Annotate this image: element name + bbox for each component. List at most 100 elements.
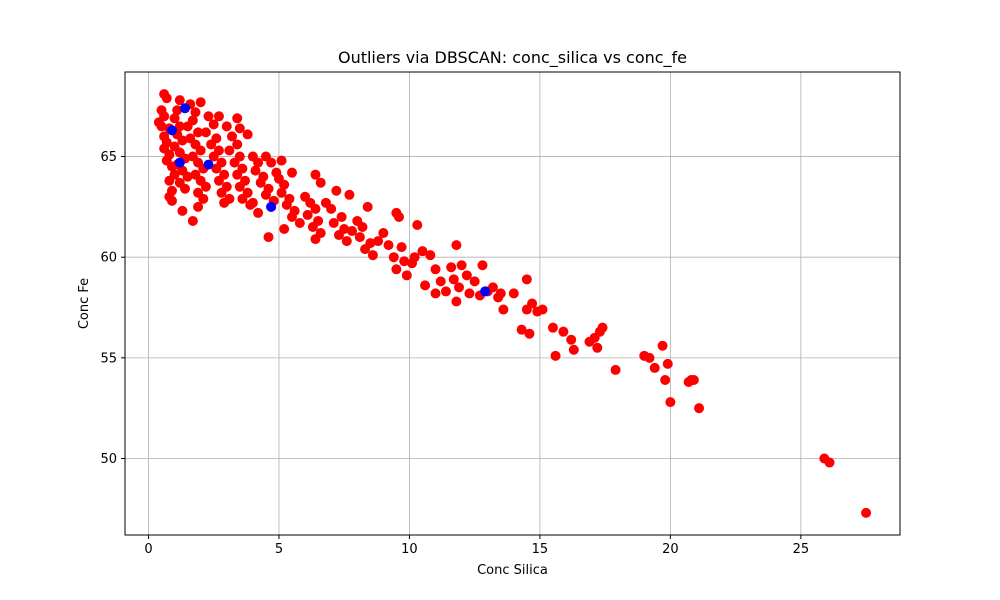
data-point <box>193 201 204 212</box>
data-point <box>203 111 214 122</box>
data-point <box>649 362 660 373</box>
data-point <box>341 236 352 247</box>
data-point <box>420 280 431 291</box>
data-point <box>326 203 337 214</box>
data-point <box>266 157 277 168</box>
data-point <box>610 364 621 375</box>
data-point <box>393 211 404 222</box>
data-points <box>153 89 872 518</box>
data-point <box>182 171 193 182</box>
data-point <box>344 189 355 200</box>
data-point <box>694 403 705 414</box>
data-point <box>688 374 699 385</box>
data-point <box>461 270 472 281</box>
data-point <box>430 288 441 299</box>
outlier-point <box>174 157 185 168</box>
data-point <box>425 250 436 261</box>
data-point <box>211 163 222 174</box>
data-point <box>253 207 264 218</box>
x-tick-label: 0 <box>144 542 152 557</box>
data-point <box>315 177 326 188</box>
data-point <box>360 244 371 255</box>
x-tick-label: 25 <box>793 542 810 557</box>
data-point <box>516 324 527 335</box>
chart-title: Outliers via DBSCAN: conc_silica vs conc… <box>338 48 687 68</box>
x-tick-label: 15 <box>532 542 549 557</box>
data-point <box>568 344 579 355</box>
data-point <box>166 195 177 206</box>
data-point <box>331 185 342 196</box>
data-point <box>495 288 506 299</box>
data-point <box>310 169 321 180</box>
data-point <box>200 181 211 192</box>
data-point <box>276 187 287 198</box>
y-tick-label: 60 <box>100 251 117 266</box>
outlier-point <box>203 159 214 170</box>
data-point <box>396 242 407 253</box>
data-point <box>255 177 266 188</box>
data-point <box>550 350 561 361</box>
data-point <box>226 131 237 142</box>
axis-ticks: 0 5 10 15 20 25 50 55 60 65 <box>100 150 809 557</box>
data-point <box>665 397 676 408</box>
outlier-point <box>166 125 177 136</box>
data-point <box>592 342 603 353</box>
data-point <box>208 151 219 162</box>
data-point <box>237 193 248 204</box>
data-point <box>469 276 480 287</box>
data-point <box>229 157 240 168</box>
data-point <box>247 197 258 208</box>
data-point <box>537 304 548 315</box>
data-point <box>198 193 209 204</box>
data-point <box>357 222 368 233</box>
data-point <box>213 111 224 122</box>
data-point <box>464 288 475 299</box>
data-point <box>547 322 558 333</box>
data-point <box>156 121 167 132</box>
data-point <box>388 252 399 263</box>
data-point <box>174 121 185 132</box>
data-point <box>276 155 287 166</box>
data-point <box>558 326 569 337</box>
data-point <box>435 276 446 287</box>
data-point <box>487 282 498 293</box>
data-point <box>824 457 835 468</box>
data-point <box>177 135 188 146</box>
data-point <box>213 175 224 186</box>
data-point <box>172 105 183 116</box>
data-point <box>367 250 378 261</box>
data-point <box>279 224 290 235</box>
data-point <box>328 217 339 228</box>
data-point <box>333 230 344 241</box>
data-point <box>521 274 532 285</box>
y-tick-label: 50 <box>100 452 117 467</box>
data-point <box>354 232 365 243</box>
data-point <box>446 262 457 273</box>
data-point <box>347 226 358 237</box>
data-point <box>861 507 872 518</box>
data-point <box>234 181 245 192</box>
data-point <box>242 129 253 140</box>
data-point <box>180 183 191 194</box>
data-point <box>195 97 206 108</box>
data-point <box>391 264 402 275</box>
data-point <box>234 123 245 134</box>
data-point <box>430 264 441 275</box>
data-point <box>302 209 313 220</box>
data-point <box>448 274 459 285</box>
data-point <box>195 145 206 156</box>
y-tick-label: 55 <box>100 351 117 366</box>
data-point <box>644 352 655 363</box>
data-point <box>190 107 201 118</box>
x-axis-label: Conc Silica <box>477 563 548 578</box>
data-point <box>174 95 185 106</box>
data-point <box>310 203 321 214</box>
data-point <box>250 165 261 176</box>
y-axis-label: Conc Fe <box>77 278 92 329</box>
data-point <box>527 298 538 309</box>
data-point <box>597 322 608 333</box>
data-point <box>224 145 235 156</box>
data-point <box>454 282 465 293</box>
data-point <box>219 197 230 208</box>
